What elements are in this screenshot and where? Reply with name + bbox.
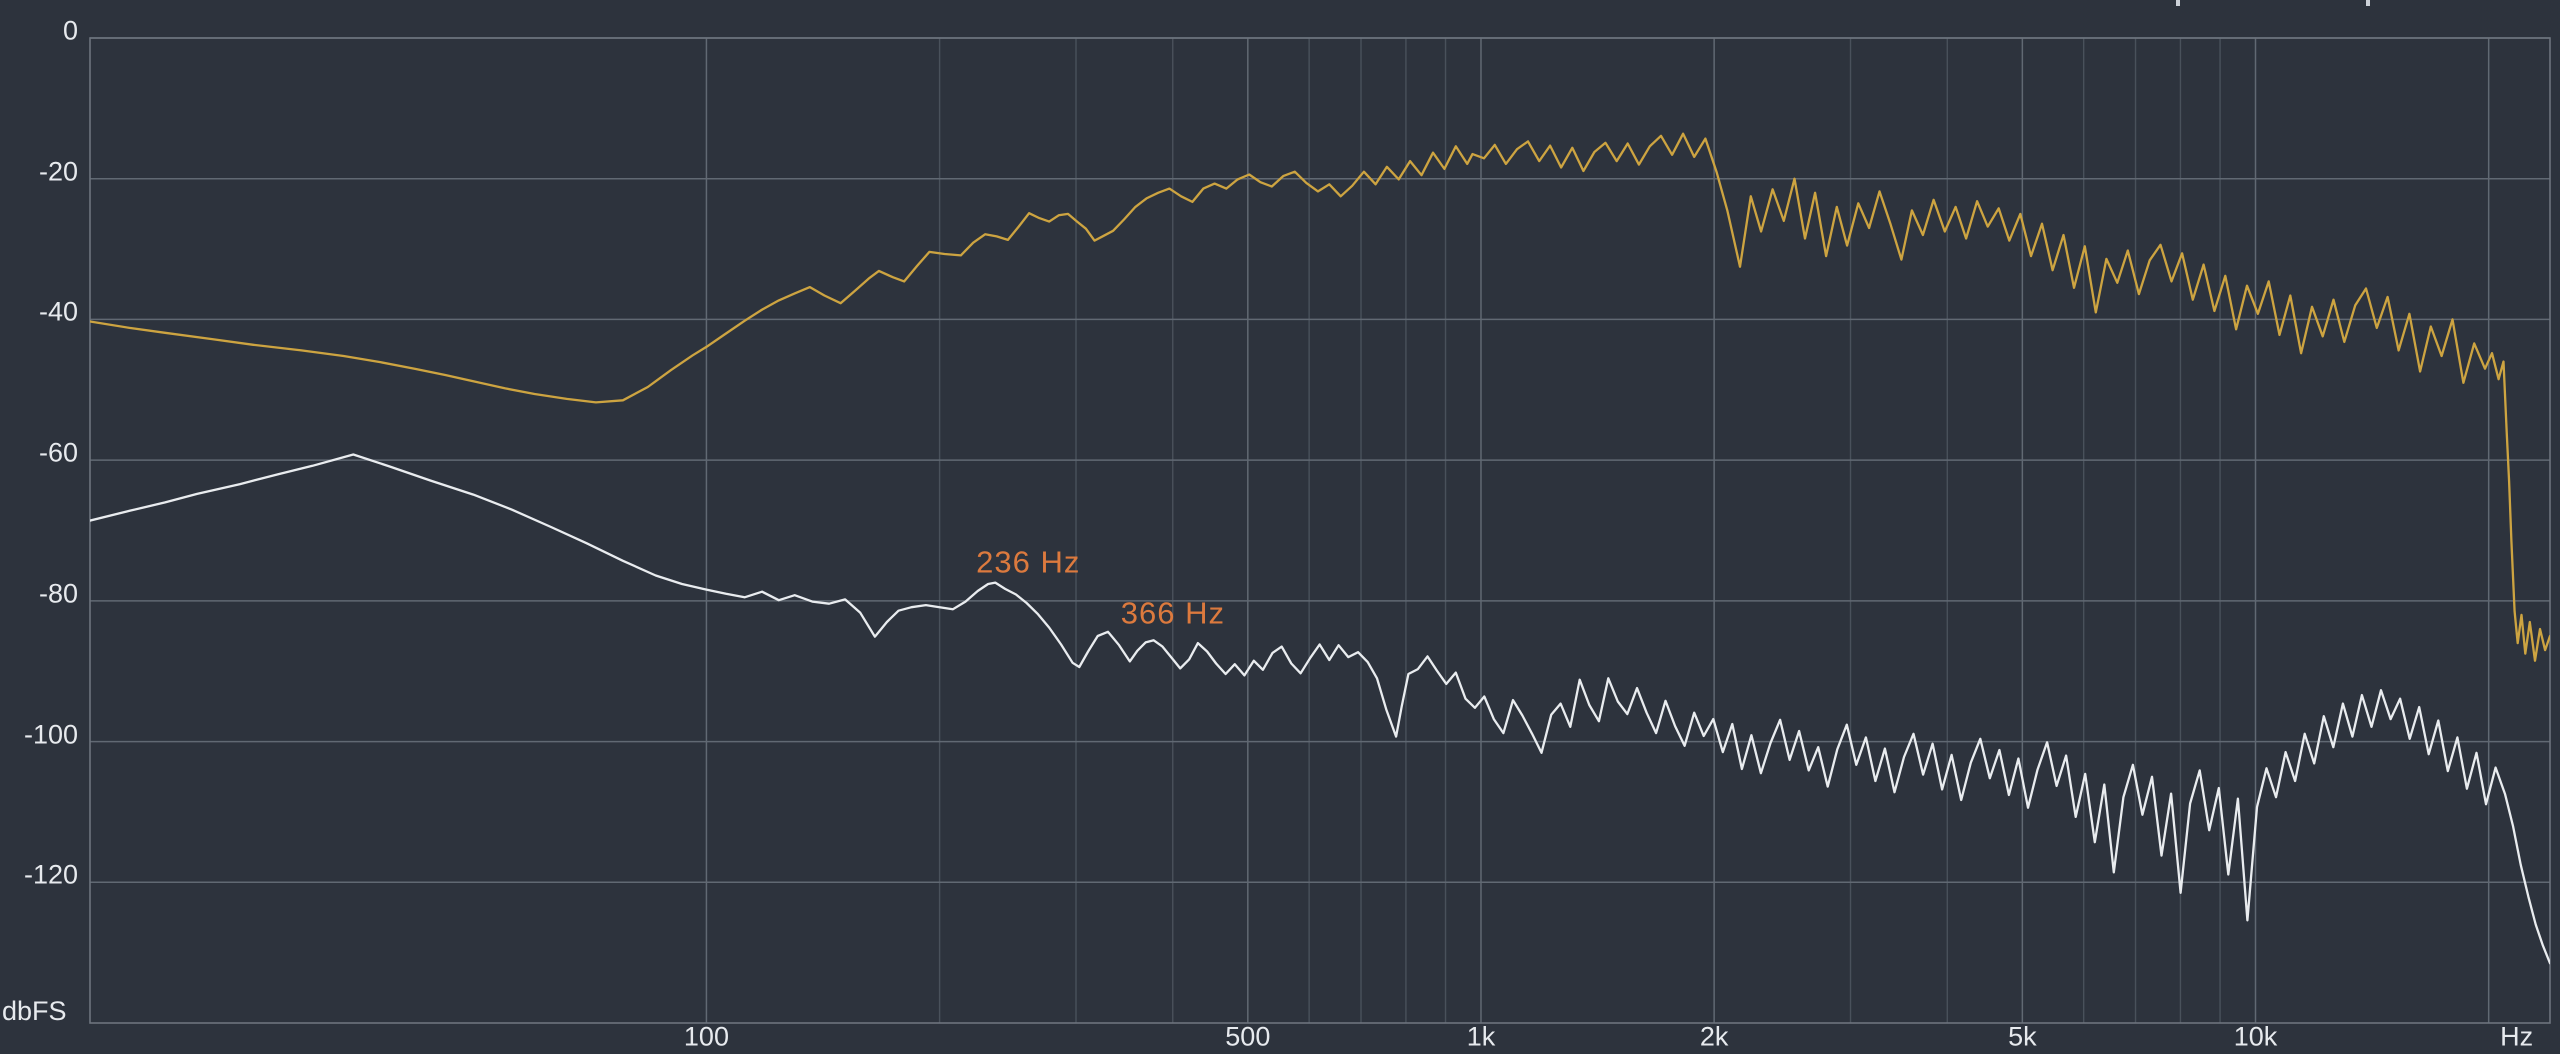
spectrum-curve-trace-white [90,453,2550,965]
y-tick-label-0: 0 [62,15,78,46]
y-tick-label--20: -20 [38,156,78,187]
x-tick-label-100: 100 [683,1021,729,1052]
plot-border [89,37,2551,1024]
spectrum-curve-trace-gold [90,132,2550,662]
y-tick-label--100: -100 [23,719,78,750]
y-tick-label--60: -60 [38,437,78,468]
peak-annotation-236hz: 236 Hz [976,544,1081,580]
y-tick-label--80: -80 [38,578,78,609]
peak-annotation-366hz: 366 Hz [1120,595,1225,631]
y-tick-label--40: -40 [38,296,78,327]
y-tick-label--120: -120 [23,859,78,890]
x-tick-label-2k: 2k [1699,1021,1729,1052]
x-tick-label-10k: 10k [2233,1021,2278,1052]
x-tick-label-Hz: Hz [2500,1021,2534,1052]
x-tick-label-500: 500 [1225,1021,1271,1052]
cropped-text-fragment [2176,0,2180,6]
x-tick-label-5k: 5k [2008,1021,2037,1052]
cropped-text-fragment [2366,0,2370,6]
x-tick-label-1k: 1k [1466,1021,1496,1052]
y-axis-unit-label: dbFS [2,996,67,1026]
